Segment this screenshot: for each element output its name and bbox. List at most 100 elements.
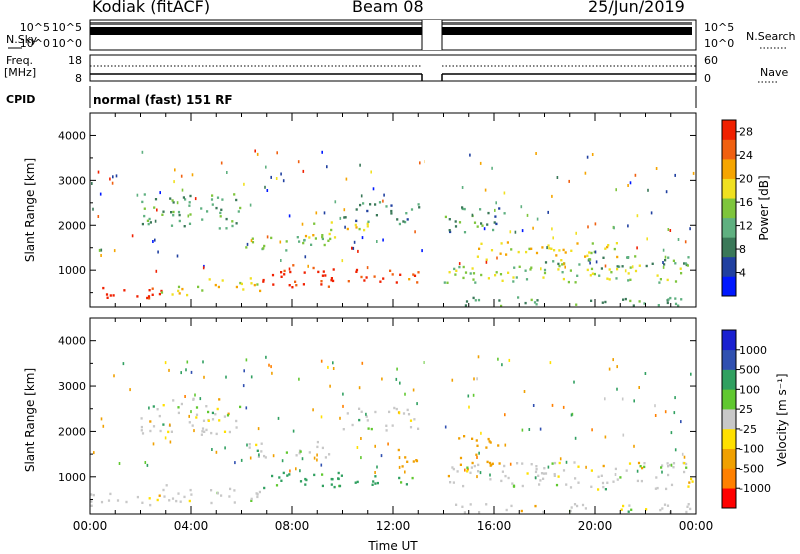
scatter-cell [557, 268, 560, 271]
scatter-cell [410, 208, 414, 211]
scatter-cell [576, 274, 579, 277]
scatter-cell [295, 284, 298, 287]
scatter-cell [530, 266, 533, 269]
scatter-cell [149, 429, 152, 433]
scatter-cell [254, 149, 256, 153]
scatter-cell [141, 501, 144, 504]
scatter-cell [195, 413, 199, 416]
power-colorbar-label: Power [dB] [757, 175, 771, 240]
scatter-cell [181, 287, 184, 291]
scatter-cell [155, 269, 158, 273]
scatter-cell [286, 474, 289, 477]
scatter-cell [391, 273, 394, 276]
scatter-cell [544, 472, 548, 475]
scatter-cell [152, 405, 155, 408]
scatter-cell [398, 465, 401, 469]
scatter-cell [162, 210, 165, 213]
scatter-cell [180, 371, 182, 375]
scatter-cell [143, 193, 146, 196]
scatter-cell [449, 481, 452, 484]
scatter-cell [218, 398, 221, 401]
scatter-cell [557, 475, 560, 478]
scatter-cell [172, 214, 175, 217]
scatter-cell [559, 457, 562, 461]
scatter-cell [627, 184, 629, 187]
scatter-cell [469, 153, 471, 157]
scatter-cell [216, 407, 219, 411]
scatter-cell [629, 299, 632, 303]
velocity-colorbar-frame [721, 329, 737, 509]
scatter-cell [507, 476, 510, 480]
scatter-cell [337, 477, 340, 480]
scatter-cell [515, 276, 518, 279]
colorbar-swatch [722, 349, 736, 370]
scatter-cell [526, 472, 529, 475]
scatter-cell [125, 500, 128, 504]
scatter-cell [488, 440, 491, 443]
scatter-cell [680, 298, 683, 301]
scatter-cell [250, 375, 253, 379]
scatter-cell [395, 377, 398, 381]
scatter-cell [468, 405, 470, 409]
colorbar-swatch [722, 488, 736, 509]
scatter-cell [571, 412, 574, 416]
scatter-cell [674, 173, 676, 177]
scatter-cell [673, 411, 676, 415]
scatter-cell [152, 425, 156, 428]
scatter-cell [275, 484, 279, 487]
scatter-cell [452, 467, 455, 471]
scatter-cell [409, 426, 413, 429]
scatter-cell [551, 194, 553, 198]
scatter-cell [141, 150, 144, 154]
scatter-cell [464, 468, 466, 472]
scatter-cell [478, 511, 481, 514]
scatter-cell [186, 360, 189, 364]
scatter-cell [171, 199, 174, 202]
scatter-cell [577, 481, 580, 484]
scatter-cell [650, 211, 653, 215]
scatter-cell [218, 419, 221, 422]
scatter-cell [504, 474, 507, 478]
scatter-cell [199, 397, 202, 401]
scatter-cell [662, 265, 665, 269]
scatter-cell [320, 283, 323, 286]
scatter-cell [211, 194, 214, 197]
scatter-cell [573, 461, 576, 464]
scatter-cell [484, 188, 487, 192]
scatter-cell [268, 363, 270, 367]
scatter-cell [614, 467, 617, 471]
scatter-cell [171, 293, 174, 296]
scatter-cell [644, 372, 647, 375]
scatter-cell [521, 462, 524, 465]
scatter-cell [208, 278, 211, 281]
scatter-cell [485, 446, 488, 449]
scatter-cell [149, 221, 152, 224]
scatter-cell [337, 471, 340, 475]
scatter-cell [680, 272, 683, 275]
scatter-cell [615, 242, 618, 245]
scatter-cell [235, 426, 238, 429]
scatter-cell [506, 241, 509, 244]
scatter-cell [606, 245, 609, 249]
scatter-cell [203, 375, 205, 379]
scatter-cell [285, 240, 288, 243]
scatter-cell [310, 243, 313, 246]
scatter-cell [251, 241, 255, 244]
scatter-cell [178, 219, 181, 223]
scatter-cell [402, 220, 405, 223]
scatter-cell [626, 256, 629, 259]
power-ylabel: Slant Range [km] [23, 158, 37, 262]
nsky-label: N.Sky [6, 33, 38, 46]
scatter-cell [190, 493, 193, 496]
scatter-cell [447, 474, 450, 478]
scatter-cell [122, 362, 125, 366]
power-yticks: 1000 2000 3000 4000 [58, 112, 696, 294]
scatter-cell [202, 266, 205, 270]
noise-tick-left-low-b: 10^0 [52, 37, 82, 50]
scatter-cell [587, 225, 589, 229]
scatter-cell [191, 173, 194, 177]
scatter-cell [288, 473, 291, 476]
scatter-cell [501, 470, 504, 473]
scatter-cell [674, 280, 678, 283]
scatter-cell [223, 415, 226, 418]
